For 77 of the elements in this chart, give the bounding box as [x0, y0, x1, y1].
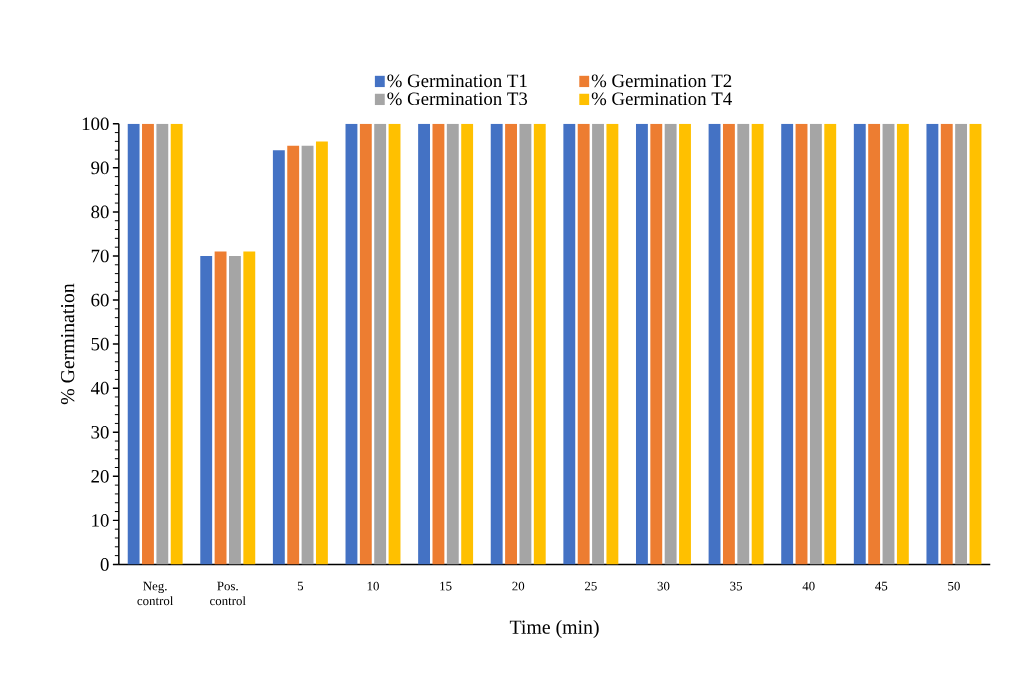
bar [533, 123, 546, 565]
x-tick-label: 5 [297, 581, 304, 591]
bar [781, 123, 794, 565]
bar [418, 123, 431, 565]
bar [432, 123, 445, 565]
x-axis-title: Time (min) [509, 619, 599, 638]
x-tick-label: 35 [730, 581, 743, 591]
x-tick-label: 25 [584, 581, 597, 591]
y-tick-label: 20 [91, 469, 109, 483]
bar [955, 123, 968, 565]
bar [156, 123, 169, 565]
y-tick-label: 0 [100, 557, 109, 571]
bar [359, 123, 372, 565]
y-tick-label: 30 [91, 425, 109, 439]
bar [824, 123, 837, 565]
bar [606, 123, 619, 565]
x-tick-label: 45 [875, 581, 888, 591]
x-tick-label: 40 [802, 581, 815, 591]
bar [301, 145, 314, 565]
bar [200, 255, 213, 565]
y-axis-title: % Germination [60, 283, 75, 405]
y-tick-label: 60 [91, 293, 109, 307]
bar [170, 123, 183, 565]
bar [926, 123, 939, 565]
bar [142, 123, 154, 565]
bar [229, 255, 241, 565]
bar [795, 123, 808, 565]
bar [214, 251, 227, 565]
bar [650, 123, 663, 565]
legend-label: % Germination T1 [387, 74, 527, 88]
bar [127, 123, 140, 565]
bar [708, 123, 721, 565]
bar [664, 123, 677, 565]
bar [882, 123, 895, 565]
x-tick-label: 10 [367, 581, 379, 591]
bar [592, 123, 604, 565]
bar [563, 123, 576, 565]
bar [737, 123, 750, 565]
bar [272, 150, 285, 565]
bar [940, 123, 953, 565]
bar [461, 123, 474, 565]
y-tick-label: 50 [91, 337, 109, 351]
y-tick-label: 100 [82, 117, 109, 130]
bar [374, 123, 387, 565]
bar [722, 123, 735, 565]
x-tick-label: 15 [440, 581, 452, 591]
y-tick-label: 10 [92, 513, 109, 527]
bar [388, 123, 401, 565]
bar [751, 123, 764, 565]
legend-label: % Germination T2 [591, 74, 732, 88]
bar [345, 123, 358, 565]
y-tick-label: 70 [91, 249, 109, 263]
x-tick-label: 30 [657, 581, 670, 591]
bar [243, 251, 256, 565]
bar [490, 123, 503, 565]
x-tick-label: Pos. control [210, 581, 246, 606]
y-tick-label: 80 [91, 205, 109, 219]
bar [505, 123, 517, 565]
bar [868, 123, 881, 565]
bar [896, 123, 909, 565]
bar [519, 123, 532, 565]
bar [679, 123, 691, 565]
bar [969, 123, 982, 565]
legend-label: % Germination T4 [591, 92, 732, 105]
bar [809, 123, 822, 565]
bar [853, 123, 866, 565]
x-tick-label: Neg. control [137, 581, 174, 606]
bar [287, 145, 300, 565]
bar [446, 123, 459, 565]
legend-label: % Germination T3 [387, 92, 528, 105]
x-tick-label: 50 [948, 581, 960, 591]
bar [577, 123, 590, 565]
y-tick-label: 40 [90, 381, 109, 395]
bar [635, 123, 648, 565]
x-tick-label: 20 [512, 581, 525, 591]
bar [315, 141, 328, 565]
y-tick-label: 90 [91, 161, 109, 175]
